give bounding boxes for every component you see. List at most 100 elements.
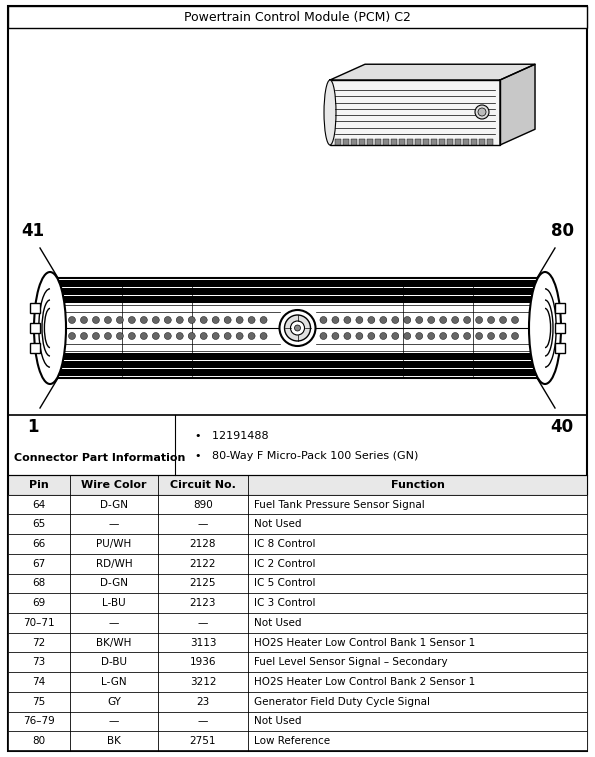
Circle shape: [380, 316, 387, 323]
Circle shape: [344, 316, 351, 323]
Circle shape: [368, 316, 375, 323]
Bar: [423, 139, 428, 145]
Bar: [30, 323, 40, 333]
Circle shape: [416, 316, 422, 323]
Bar: [8, 534, 587, 554]
Text: L-GN: L-GN: [101, 677, 127, 687]
Circle shape: [212, 316, 219, 323]
Bar: [8, 731, 587, 751]
Circle shape: [200, 316, 207, 323]
Circle shape: [475, 105, 489, 119]
Text: 1936: 1936: [190, 657, 216, 667]
Text: •   80-Way F Micro-Pack 100 Series (GN): • 80-Way F Micro-Pack 100 Series (GN): [195, 451, 418, 461]
Bar: [335, 139, 340, 145]
Circle shape: [368, 332, 375, 339]
Text: —: —: [198, 519, 208, 529]
Circle shape: [440, 316, 447, 323]
Circle shape: [344, 332, 351, 339]
Circle shape: [129, 316, 136, 323]
Ellipse shape: [324, 80, 336, 145]
Text: 64: 64: [32, 500, 46, 509]
Circle shape: [512, 332, 518, 339]
Bar: [391, 139, 397, 145]
Circle shape: [140, 332, 148, 339]
Circle shape: [80, 316, 87, 323]
Bar: [471, 139, 477, 145]
Circle shape: [500, 316, 506, 323]
Bar: [8, 554, 587, 574]
Text: Not Used: Not Used: [254, 618, 302, 628]
Text: —: —: [109, 716, 119, 727]
Circle shape: [428, 332, 435, 339]
Circle shape: [452, 316, 459, 323]
Circle shape: [260, 332, 267, 339]
Text: PU/WH: PU/WH: [96, 539, 131, 549]
Text: 73: 73: [32, 657, 46, 667]
Text: 3113: 3113: [190, 637, 216, 647]
Circle shape: [224, 332, 231, 339]
Bar: [330, 80, 500, 145]
Text: D-GN: D-GN: [100, 500, 128, 509]
Text: IC 2 Control: IC 2 Control: [254, 559, 315, 569]
Text: 40: 40: [550, 418, 574, 436]
Circle shape: [92, 332, 99, 339]
Circle shape: [117, 316, 123, 323]
Text: 68: 68: [32, 578, 46, 588]
Text: •   12191488: • 12191488: [195, 431, 268, 441]
Text: 1: 1: [27, 418, 39, 436]
Bar: [447, 139, 453, 145]
Circle shape: [104, 332, 111, 339]
Circle shape: [332, 316, 339, 323]
Circle shape: [464, 316, 471, 323]
Circle shape: [500, 332, 506, 339]
Circle shape: [92, 316, 99, 323]
Bar: [479, 139, 484, 145]
Bar: [52, 361, 543, 368]
Text: 2122: 2122: [190, 559, 216, 569]
Text: —: —: [109, 618, 119, 628]
Circle shape: [129, 332, 136, 339]
Text: D-GN: D-GN: [100, 578, 128, 588]
Circle shape: [152, 332, 159, 339]
Bar: [367, 139, 372, 145]
Text: 80: 80: [33, 736, 46, 746]
Text: —: —: [198, 618, 208, 628]
Bar: [8, 515, 587, 534]
Text: IC 3 Control: IC 3 Control: [254, 598, 315, 608]
Text: Generator Field Duty Cycle Signal: Generator Field Duty Cycle Signal: [254, 696, 430, 707]
Circle shape: [164, 332, 171, 339]
Circle shape: [248, 332, 255, 339]
Circle shape: [487, 316, 494, 323]
Text: 72: 72: [32, 637, 46, 647]
Bar: [487, 139, 493, 145]
Circle shape: [356, 316, 363, 323]
Text: 2125: 2125: [190, 578, 216, 588]
Circle shape: [104, 316, 111, 323]
Circle shape: [404, 332, 411, 339]
Bar: [463, 139, 469, 145]
Circle shape: [452, 332, 459, 339]
Bar: [8, 633, 587, 653]
Bar: [8, 593, 587, 613]
Circle shape: [356, 332, 363, 339]
Text: 2123: 2123: [190, 598, 216, 608]
Bar: [52, 288, 543, 295]
Bar: [52, 369, 543, 376]
Bar: [415, 139, 421, 145]
Text: 890: 890: [193, 500, 213, 509]
Circle shape: [416, 332, 422, 339]
Bar: [8, 613, 587, 633]
Circle shape: [475, 316, 483, 323]
Text: HO2S Heater Low Control Bank 1 Sensor 1: HO2S Heater Low Control Bank 1 Sensor 1: [254, 637, 475, 647]
Bar: [399, 139, 405, 145]
Circle shape: [188, 316, 195, 323]
Bar: [8, 712, 587, 731]
Bar: [351, 139, 356, 145]
Circle shape: [320, 316, 327, 323]
Circle shape: [392, 316, 399, 323]
Bar: [52, 296, 543, 303]
Text: GY: GY: [107, 696, 121, 707]
Text: Powertrain Control Module (PCM) C2: Powertrain Control Module (PCM) C2: [184, 11, 411, 23]
Circle shape: [176, 316, 183, 323]
Polygon shape: [500, 64, 535, 145]
